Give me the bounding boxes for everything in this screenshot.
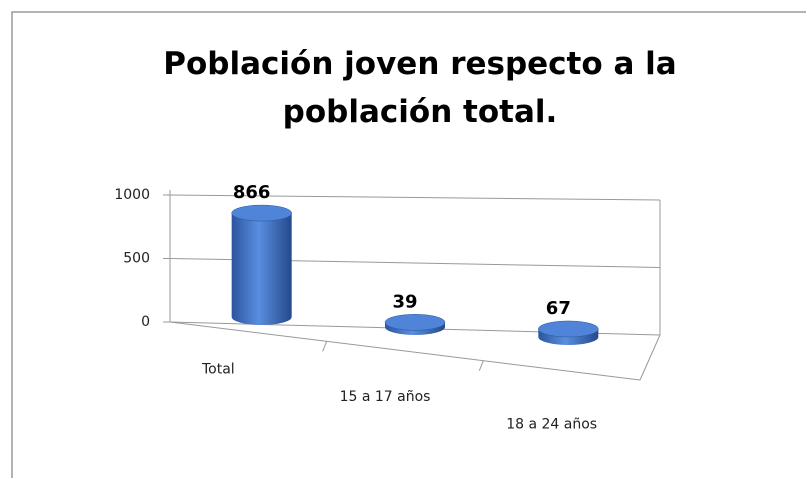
- y-tick-label: 0: [141, 314, 150, 330]
- x-tick: [322, 341, 328, 352]
- bar-top: [384, 314, 446, 331]
- y-tick-label: 500: [123, 251, 150, 267]
- grid-line: [169, 194, 661, 201]
- data-label: 39: [392, 291, 417, 312]
- bar: [231, 213, 292, 325]
- x-tick: [478, 360, 484, 371]
- x-tick-label: 18 a 24 años: [506, 416, 597, 432]
- bar-top: [538, 320, 599, 338]
- chart-title: Población joven respecto a la población …: [163, 46, 677, 130]
- y-tick-label: 1000: [114, 187, 150, 203]
- bar-top: [231, 204, 292, 222]
- axes: [169, 190, 661, 381]
- x-tick-label: 15 a 17 años: [340, 389, 431, 405]
- border: [11, 11, 806, 478]
- x-tick-label: Total: [201, 362, 235, 378]
- data-label: 67: [546, 298, 571, 319]
- data-label: 866: [233, 182, 271, 203]
